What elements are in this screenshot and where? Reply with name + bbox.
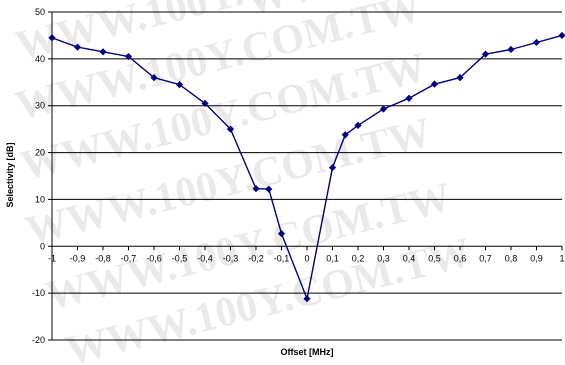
x-tick-label: -1 [48, 253, 56, 263]
data-point-marker [99, 48, 107, 56]
y-tick-labels: -20 -10 0 10 20 30 40 50 [32, 7, 52, 345]
data-point-marker [226, 125, 235, 133]
x-tick-labels: -1 -0,9 -0,8 -0,7 -0,6 -0,5 -0,4 -0,3 -0,2 -0,1 0 0… [48, 246, 565, 263]
x-tick-label: 0,5 [428, 253, 441, 263]
x-tick-label: -0,8 [95, 253, 111, 263]
data-point-marker [354, 121, 362, 129]
data-point-marker [481, 50, 490, 58]
data-point-marker [48, 34, 56, 42]
y-tick-label: 20 [35, 148, 45, 158]
x-tick-label: 0,9 [530, 253, 543, 263]
data-point-marker [507, 45, 515, 54]
gridlines [52, 11, 562, 341]
data-point-marker [252, 185, 260, 193]
x-tick-label: -0,1 [274, 253, 290, 263]
data-point-marker [405, 94, 413, 102]
data-point-marker [124, 52, 133, 61]
y-tick-label: 30 [35, 101, 45, 111]
x-tick-label: 0,3 [377, 253, 390, 263]
data-point-marker [277, 230, 286, 238]
y-axis-title: Selectivity [dB] [5, 142, 15, 207]
data-point-marker [73, 43, 82, 51]
x-tick-label: 0 [304, 253, 309, 263]
x-tick-label: 0,1 [326, 253, 339, 263]
x-tick-label: 0,4 [403, 253, 416, 263]
y-tick-label: 10 [35, 194, 45, 204]
y-tick-label: -20 [32, 335, 45, 345]
data-point-marker [532, 38, 541, 47]
y-tick-label: 50 [35, 7, 45, 17]
watermark-layer: WWW.100Y.COM.TWWWW.100Y.COM.TWWWW.100Y.C… [11, 0, 565, 365]
x-tick-label: 1 [559, 253, 564, 263]
data-point-marker [328, 163, 337, 172]
data-point-marker [456, 74, 464, 82]
data-point-marker [558, 31, 565, 40]
x-tick-label: 0,2 [352, 253, 365, 263]
x-tick-label: 0,6 [454, 253, 467, 263]
data-point-marker [430, 80, 439, 88]
data-point-marker [150, 74, 158, 82]
x-tick-label: -0,9 [70, 253, 86, 263]
x-axis-title: Offset [MHz] [281, 347, 334, 357]
x-tick-label: -0,5 [172, 253, 188, 263]
x-tick-label: -0,2 [248, 253, 264, 263]
y-tick-label: -10 [32, 288, 45, 298]
x-tick-label: -0,3 [223, 253, 239, 263]
y-tick-label: 0 [40, 241, 45, 251]
x-tick-label: -0,7 [121, 253, 137, 263]
data-point-marker [201, 99, 209, 107]
y-tick-label: 40 [35, 54, 45, 64]
x-tick-label: -0,4 [197, 253, 213, 263]
data-point-marker [303, 295, 311, 303]
series-layer [48, 31, 565, 303]
x-tick-label: -0,6 [146, 253, 162, 263]
x-tick-label: 0,7 [479, 253, 492, 263]
data-point-marker [341, 131, 349, 139]
data-point-marker [265, 185, 273, 193]
data-point-marker [379, 105, 388, 113]
x-tick-label: 0,8 [505, 253, 518, 263]
data-point-marker [175, 81, 184, 89]
